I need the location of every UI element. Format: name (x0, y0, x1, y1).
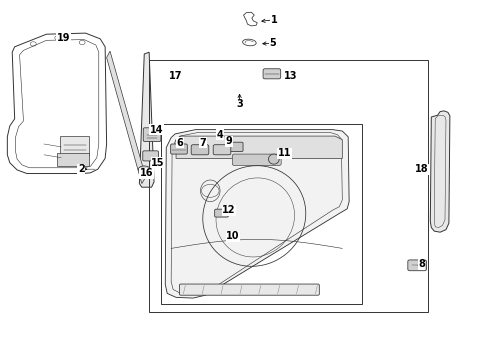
Text: 18: 18 (414, 164, 427, 174)
Polygon shape (139, 52, 154, 187)
Text: 15: 15 (151, 158, 164, 168)
Text: 12: 12 (222, 205, 235, 215)
FancyBboxPatch shape (60, 136, 89, 155)
FancyBboxPatch shape (213, 145, 230, 155)
Text: 2: 2 (78, 164, 84, 174)
Text: 17: 17 (169, 71, 183, 81)
Text: 9: 9 (225, 136, 232, 146)
Polygon shape (176, 136, 342, 158)
Text: 11: 11 (277, 148, 291, 158)
Text: 16: 16 (140, 168, 153, 178)
Text: 3: 3 (236, 99, 243, 109)
FancyBboxPatch shape (191, 145, 208, 155)
FancyBboxPatch shape (143, 128, 161, 141)
Text: 6: 6 (176, 138, 183, 148)
Text: 19: 19 (57, 33, 70, 43)
Text: 1: 1 (270, 15, 277, 25)
Ellipse shape (138, 166, 150, 172)
FancyBboxPatch shape (232, 154, 281, 166)
Text: 5: 5 (268, 38, 275, 48)
Polygon shape (165, 130, 348, 298)
Polygon shape (106, 51, 145, 184)
Ellipse shape (268, 154, 279, 164)
Text: 14: 14 (149, 125, 163, 135)
Text: 10: 10 (225, 231, 239, 241)
FancyBboxPatch shape (170, 144, 187, 154)
FancyBboxPatch shape (263, 69, 280, 79)
FancyBboxPatch shape (227, 142, 243, 152)
FancyBboxPatch shape (214, 209, 228, 217)
Bar (149, 60, 427, 312)
Text: 8: 8 (417, 259, 424, 269)
FancyBboxPatch shape (57, 153, 89, 166)
Bar (161, 124, 361, 304)
FancyBboxPatch shape (179, 284, 319, 295)
FancyBboxPatch shape (142, 151, 158, 161)
Text: 4: 4 (216, 130, 223, 140)
Text: 7: 7 (199, 138, 206, 148)
Text: 13: 13 (284, 71, 297, 81)
FancyBboxPatch shape (407, 260, 426, 271)
Polygon shape (429, 111, 449, 232)
